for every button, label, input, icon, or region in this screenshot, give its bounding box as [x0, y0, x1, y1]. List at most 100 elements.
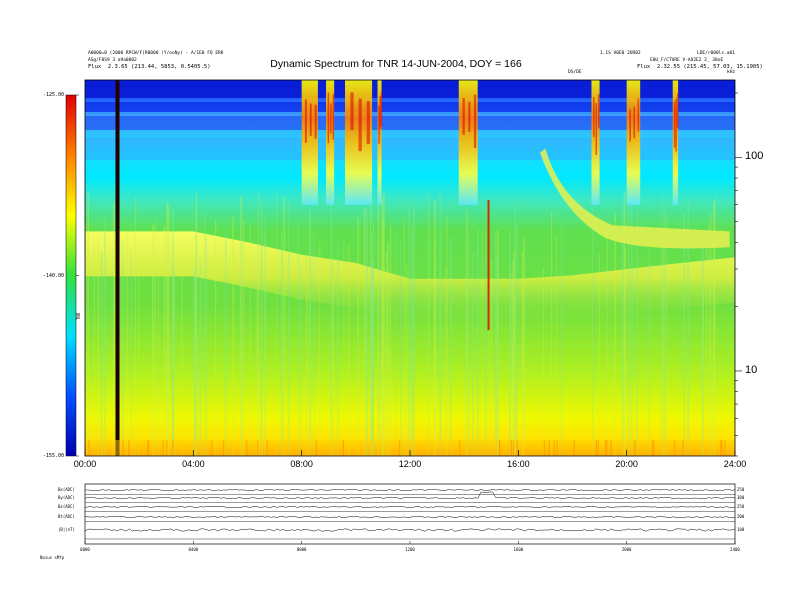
header-right-flux-value: 2.32.55 (215.45, 57.03, 15.1905): [656, 64, 763, 70]
header-left-line3: Flux 2.3.65 (213.44, 5853, 0.5405.5): [88, 64, 211, 70]
vertical-streak: [382, 192, 385, 456]
vertical-streak: [428, 193, 430, 456]
strip-right-tick: 250: [737, 504, 745, 509]
vertical-streak: [309, 207, 311, 456]
vertical-streak: [389, 226, 392, 456]
vertical-streak: [373, 218, 374, 456]
strip-x-tick-label: 2000: [621, 547, 632, 552]
vertical-streak: [439, 190, 441, 456]
vertical-streak: [521, 251, 524, 456]
vertical-streak: [381, 217, 384, 456]
vertical-streak: [288, 200, 290, 456]
vertical-streak: [494, 231, 496, 456]
y-tick-label: 100: [745, 150, 764, 163]
x-tick-label: 12:00: [398, 459, 422, 469]
vertical-streak: [663, 209, 666, 456]
vertical-streak: [631, 192, 633, 456]
vertical-streak: [309, 212, 311, 456]
vertical-streak: [509, 230, 511, 456]
vertical-streak: [113, 202, 116, 456]
radio-burst-core: [304, 99, 307, 143]
vertical-streak: [624, 249, 626, 456]
radio-burst-core: [366, 101, 370, 144]
vertical-streak: [181, 250, 183, 456]
vertical-streak: [299, 265, 301, 456]
vertical-streak: [357, 217, 360, 456]
strip-x-tick-label: 0000: [80, 547, 90, 552]
radio-burst-core: [309, 103, 312, 136]
top-stripe: [85, 138, 735, 160]
vertical-streak: [484, 226, 487, 456]
vertical-streak: [512, 259, 514, 456]
strip-right-tick: 100: [737, 527, 745, 532]
vertical-streak: [446, 216, 448, 456]
vertical-streak: [710, 213, 712, 456]
vertical-streak: [260, 203, 263, 456]
header-right-flux-label: Flux: [637, 64, 651, 70]
header-left-flux-label: Flux: [88, 64, 102, 70]
data-gap-line: [115, 80, 120, 456]
vertical-streak: [241, 193, 243, 456]
header-small-center: DS/DE: [568, 70, 582, 75]
vertical-streak: [264, 233, 266, 456]
vertical-streak: [377, 197, 379, 456]
vertical-streak: [167, 206, 170, 456]
vertical-streak: [449, 238, 452, 456]
vertical-streak: [204, 210, 206, 456]
vertical-streak: [195, 191, 198, 456]
radio-burst: [326, 80, 335, 205]
axis-ticks: [84, 92, 742, 457]
vertical-streak: [515, 221, 518, 456]
vertical-streak: [413, 204, 415, 456]
radio-burst-core: [314, 104, 317, 139]
radio-burst-core: [633, 106, 636, 139]
strip-x-tick-label: 0400: [188, 547, 199, 552]
vertical-streak: [373, 221, 374, 456]
vertical-streak: [712, 201, 715, 456]
header-left-flux-value: 2.3.65 (213.44, 5853, 0.5405.5): [107, 64, 211, 70]
strip-x-tick-label: 1200: [405, 547, 415, 552]
vertical-streak: [542, 267, 544, 456]
vertical-streak: [348, 244, 350, 456]
vertical-streak: [387, 242, 389, 456]
x-tick-label: 16:00: [507, 459, 530, 469]
vertical-streak: [280, 230, 283, 456]
x-tick-label: 04:00: [182, 459, 205, 469]
vertical-streak: [138, 252, 140, 456]
vertical-streak: [465, 226, 467, 456]
vertical-streak: [378, 205, 380, 456]
top-stripe: [85, 116, 735, 130]
vertical-streak: [592, 208, 594, 456]
vertical-streak: [395, 228, 397, 456]
spectrogram: [85, 80, 735, 456]
burst-line: [487, 200, 490, 330]
strip-label: |B|(nT): [58, 527, 75, 532]
vertical-streak: [343, 239, 345, 456]
vertical-streak: [381, 197, 384, 456]
vertical-streak: [621, 205, 624, 456]
vertical-streak: [411, 225, 414, 456]
strip-bottom-label: Naius sMfp: [40, 555, 65, 560]
vertical-streak: [705, 235, 708, 456]
strip-label: By(ADC): [58, 495, 75, 500]
strip-right-tick: 250: [737, 487, 745, 492]
vertical-streak: [523, 238, 525, 456]
colorbar-ticks: [76, 94, 79, 457]
vertical-streak: [171, 267, 174, 456]
vertical-streak: [514, 197, 516, 456]
vertical-streak: [135, 196, 137, 456]
top-stripe: [85, 102, 735, 112]
radio-burst-core: [593, 97, 595, 138]
vertical-streak: [434, 199, 436, 456]
vertical-streak: [224, 229, 227, 456]
vertical-streak: [428, 227, 430, 456]
header-right-line1b: LDE/r000ls.a01: [697, 51, 735, 56]
vertical-streak: [561, 222, 563, 456]
vertical-streak: [283, 195, 286, 456]
radio-burst-core: [350, 92, 354, 131]
vertical-streak: [714, 196, 716, 456]
header-left-line2: ASg/F8S9 3 a9a0002: [88, 58, 137, 63]
vertical-streak: [513, 251, 515, 456]
vertical-streak: [313, 233, 315, 456]
